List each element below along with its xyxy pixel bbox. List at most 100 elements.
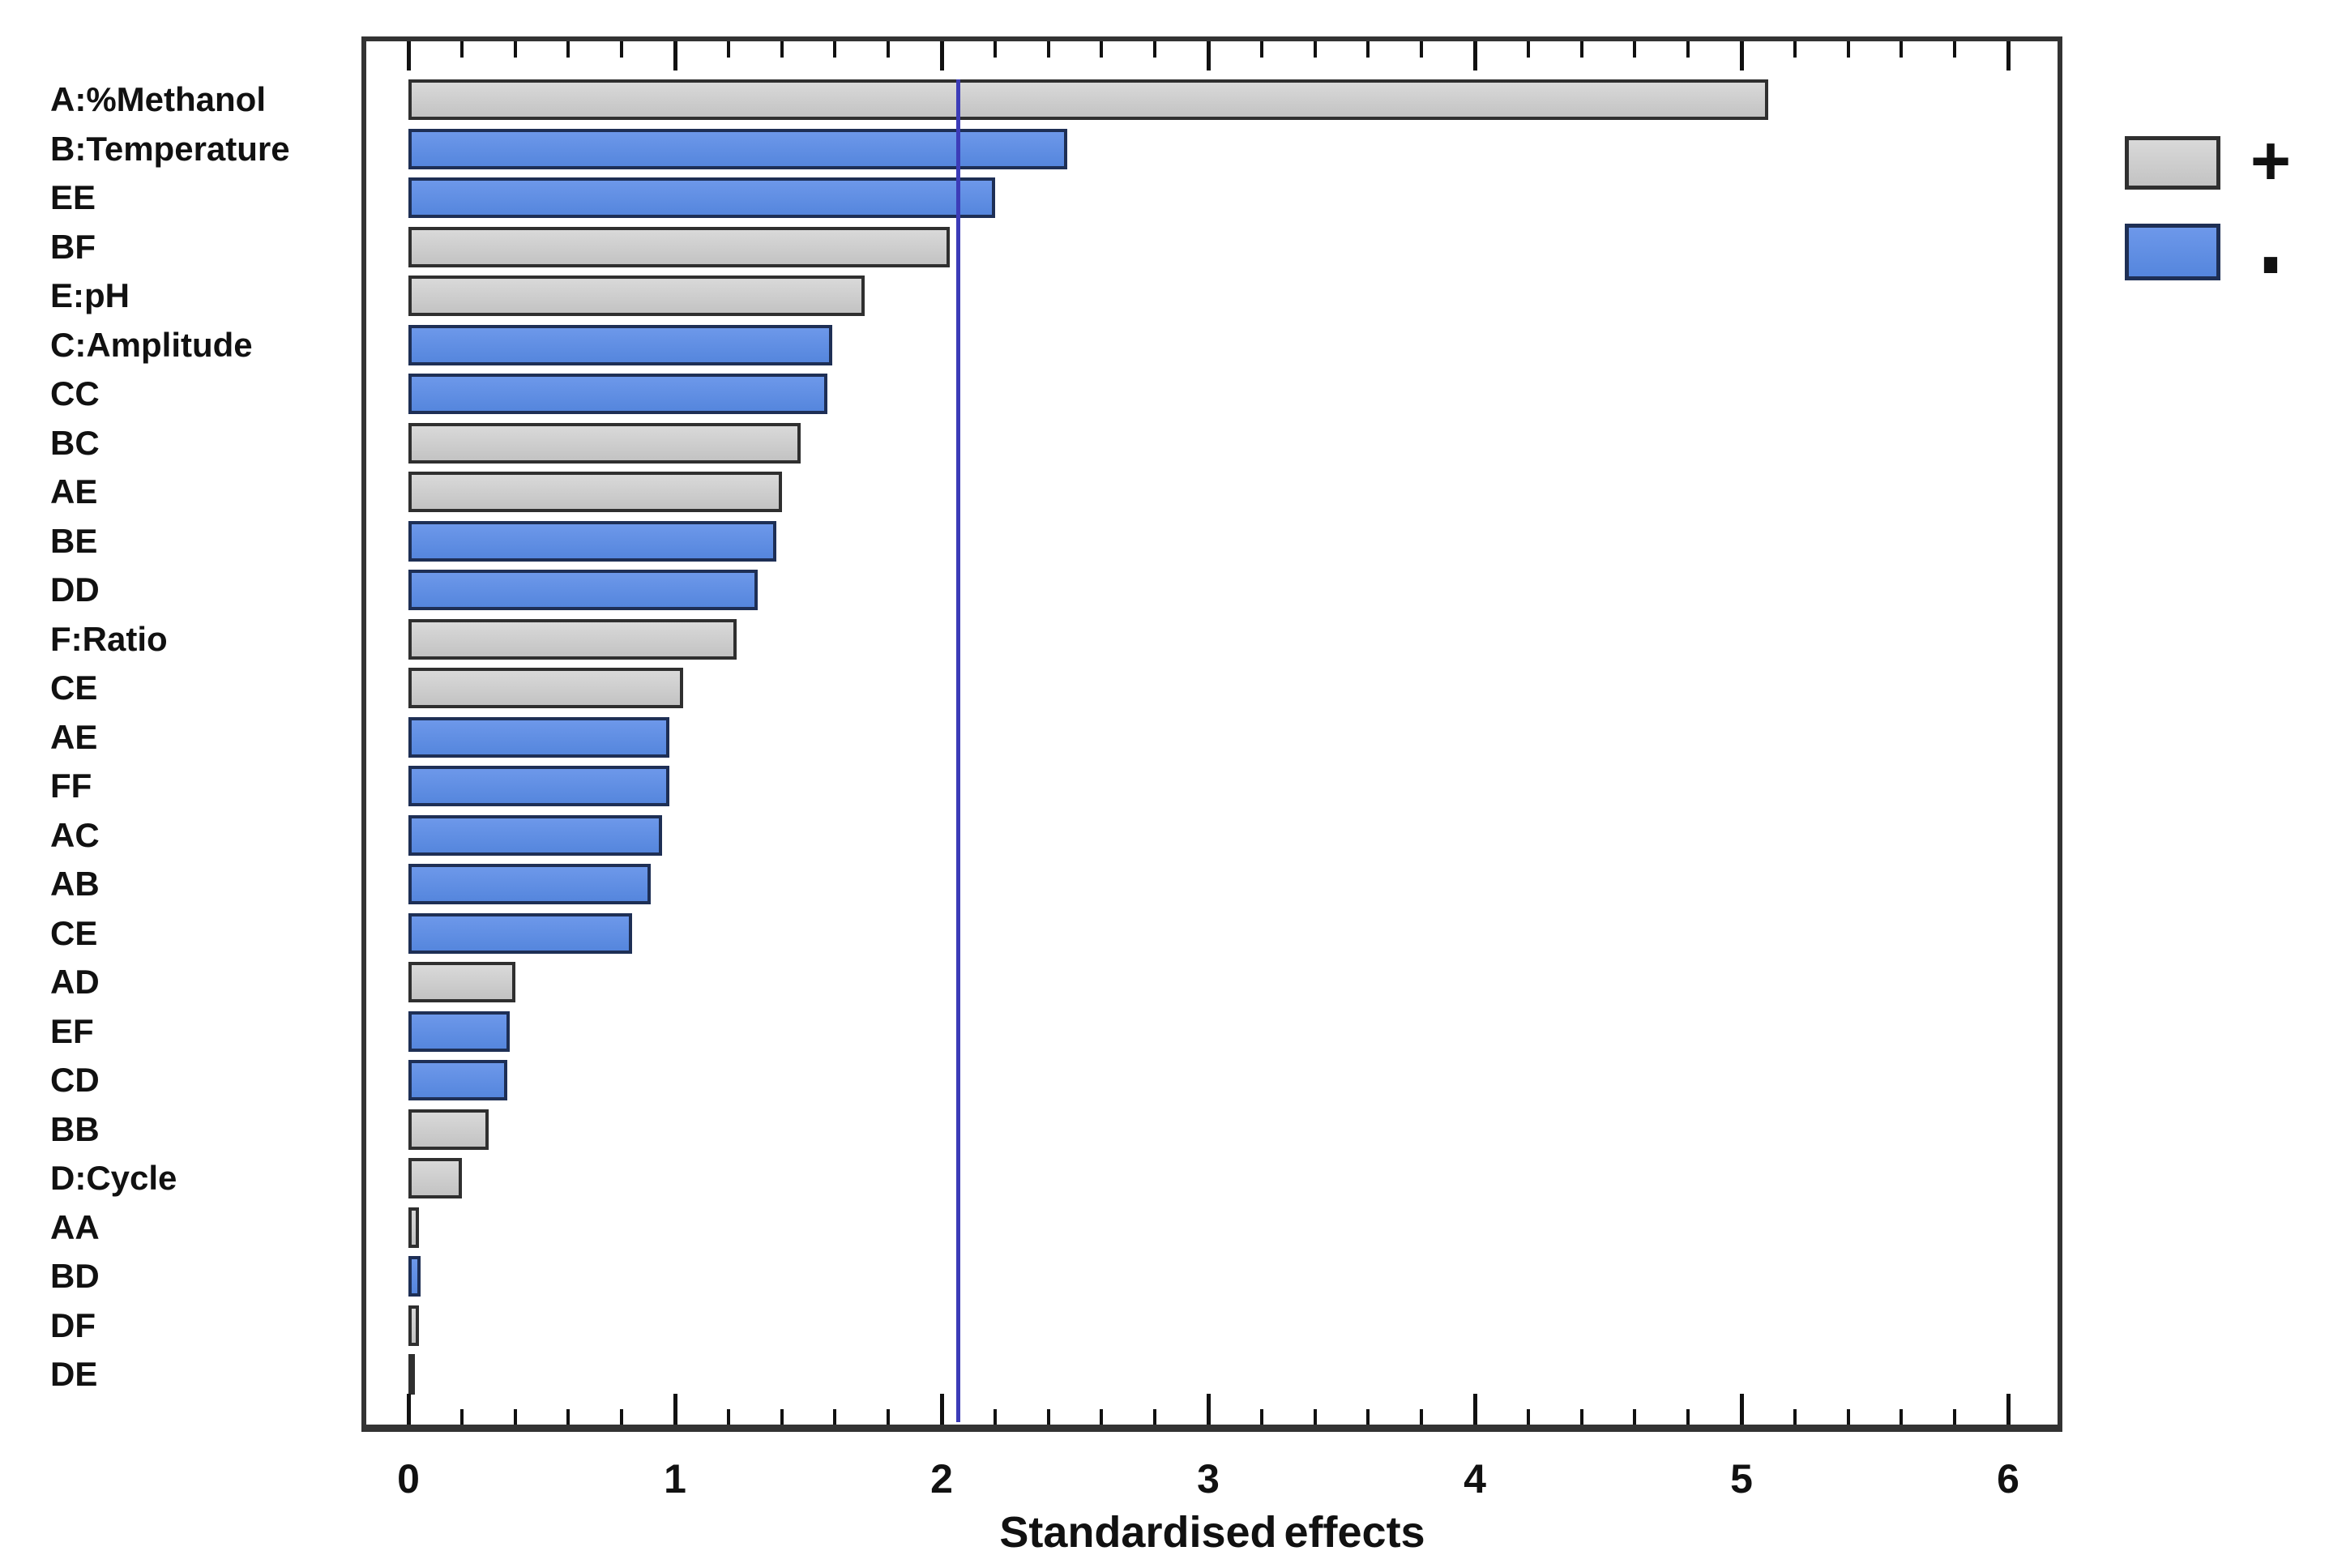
bar-aa <box>408 1207 419 1248</box>
y-label: BC <box>50 423 100 462</box>
y-label: C:Amplitude <box>50 325 253 364</box>
x-minor-tick <box>1633 1409 1637 1425</box>
x-minor-tick <box>1579 41 1583 58</box>
bar-f-ratio <box>408 618 737 660</box>
x-minor-tick <box>1900 1409 1904 1425</box>
y-label: DE <box>50 1355 98 1393</box>
bar-bb <box>408 1109 489 1150</box>
y-label: AE <box>50 472 98 511</box>
x-minor-tick <box>1900 41 1904 58</box>
x-minor-tick <box>513 1409 517 1425</box>
x-minor-tick <box>1100 41 1104 58</box>
x-major-tick <box>940 41 944 70</box>
bar-e-ph <box>408 276 865 316</box>
x-minor-tick <box>993 1409 997 1425</box>
bar-ab <box>408 864 651 904</box>
x-minor-tick <box>726 41 730 58</box>
bar-ff <box>408 766 669 806</box>
x-minor-tick <box>1420 41 1424 58</box>
x-minor-tick <box>1846 41 1850 58</box>
x-major-tick <box>407 1394 411 1425</box>
bar-d-cycle <box>408 1158 462 1198</box>
legend-negative-symbol: - <box>2238 177 2303 329</box>
y-label: EF <box>50 1011 94 1050</box>
x-major-tick <box>407 41 411 70</box>
x-minor-tick <box>1366 1409 1370 1425</box>
y-label: FF <box>50 767 92 805</box>
bar-bc <box>408 422 801 464</box>
y-label: CC <box>50 374 100 412</box>
x-minor-tick <box>1153 1409 1157 1425</box>
y-label: AD <box>50 963 100 1001</box>
x-tick-label: 3 <box>1197 1456 1220 1502</box>
bar-ad <box>408 962 515 1002</box>
bar-a-methanol <box>408 79 1768 120</box>
y-label: AE <box>50 717 98 756</box>
y-label: F:Ratio <box>50 619 168 658</box>
y-label: AA <box>50 1207 100 1246</box>
x-minor-tick <box>887 1409 891 1425</box>
legend-positive-swatch <box>2125 136 2220 190</box>
x-minor-tick <box>459 41 464 58</box>
x-minor-tick <box>1953 41 1957 58</box>
x-minor-tick <box>993 41 997 58</box>
x-minor-tick <box>1046 41 1050 58</box>
bar-bf <box>408 226 950 267</box>
x-tick-label: 4 <box>1464 1456 1486 1502</box>
x-minor-tick <box>1686 41 1690 58</box>
y-label: AC <box>50 815 100 854</box>
bar-ef <box>408 1010 510 1052</box>
plot-area <box>361 36 2062 1432</box>
bar-ae <box>408 716 669 758</box>
x-minor-tick <box>566 41 570 58</box>
legend-negative-swatch <box>2125 224 2220 280</box>
plus-icon: + <box>2250 122 2292 200</box>
x-tick-label: 5 <box>1730 1456 1753 1502</box>
x-minor-tick <box>1259 1409 1263 1425</box>
x-minor-tick <box>833 1409 837 1425</box>
x-minor-tick <box>1526 41 1530 58</box>
x-tick-label: 0 <box>397 1456 420 1502</box>
x-major-tick <box>1740 1394 1744 1425</box>
bar-cc <box>408 374 827 414</box>
x-minor-tick <box>780 41 784 58</box>
x-minor-tick <box>1259 41 1263 58</box>
x-minor-tick <box>1793 41 1797 58</box>
x-major-tick <box>673 41 677 70</box>
x-minor-tick <box>1366 41 1370 58</box>
bar-ae <box>408 472 782 512</box>
reference-line <box>955 79 960 1422</box>
x-minor-tick <box>1579 1409 1583 1425</box>
x-minor-tick <box>1793 1409 1797 1425</box>
y-label: D:Cycle <box>50 1159 177 1197</box>
bar-df <box>408 1305 419 1346</box>
x-major-tick <box>2006 41 2011 70</box>
bar-dd <box>408 570 758 610</box>
x-major-tick <box>1207 1394 1211 1425</box>
bar-ce <box>408 912 632 954</box>
x-minor-tick <box>513 41 517 58</box>
y-label: AB <box>50 865 100 903</box>
legend-positive-symbol: + <box>2238 122 2303 200</box>
x-minor-tick <box>1100 1409 1104 1425</box>
x-major-tick <box>1740 41 1744 70</box>
y-label: BF <box>50 227 96 266</box>
x-major-tick <box>1207 41 1211 70</box>
x-minor-tick <box>566 1409 570 1425</box>
y-label: BD <box>50 1257 100 1295</box>
x-major-tick <box>2006 1394 2011 1425</box>
x-major-tick <box>1473 1394 1477 1425</box>
x-minor-tick <box>1526 1409 1530 1425</box>
x-tick-label: 6 <box>1997 1456 2019 1502</box>
x-minor-tick <box>726 1409 730 1425</box>
x-minor-tick <box>1633 41 1637 58</box>
x-minor-tick <box>1313 41 1317 58</box>
x-major-tick <box>673 1394 677 1425</box>
x-minor-tick <box>887 41 891 58</box>
y-label: CE <box>50 913 98 952</box>
bar-cd <box>408 1060 507 1100</box>
x-minor-tick <box>1313 1409 1317 1425</box>
bar-ee <box>408 177 995 218</box>
y-label: B:Temperature <box>50 129 290 168</box>
